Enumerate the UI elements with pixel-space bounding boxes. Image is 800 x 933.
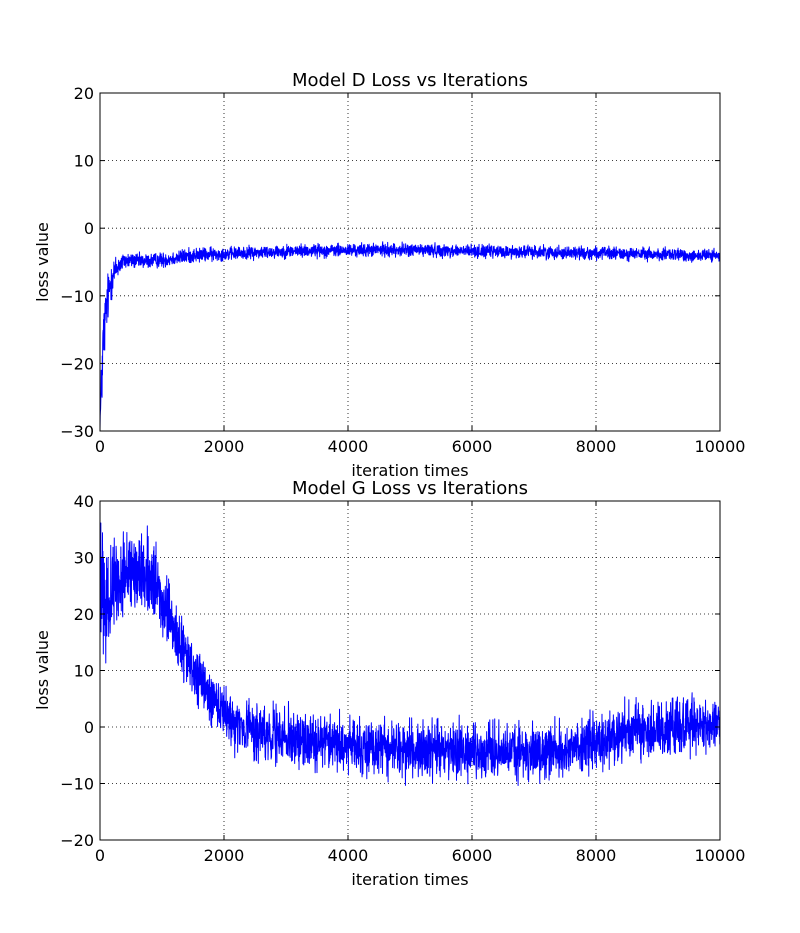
y-tick-label: −20	[60, 831, 94, 850]
x-axis-label: iteration times	[351, 870, 468, 889]
x-tick-labels: 0 2000 4000 6000 8000 10000	[95, 437, 746, 456]
y-tick-label: −10	[60, 287, 94, 306]
y-axis-label: loss value	[33, 222, 52, 302]
x-tick-label: 6000	[452, 437, 493, 456]
ticks	[99, 500, 721, 841]
y-tick-label: 30	[74, 549, 94, 568]
series-group	[99, 241, 721, 430]
x-tick-label: 2000	[204, 846, 245, 865]
y-tick-label: −20	[60, 354, 94, 373]
y-tick-labels: −30 −20 −10 0 10 20	[60, 84, 94, 441]
y-axis-label: loss value	[33, 630, 52, 710]
series-line	[99, 241, 721, 430]
x-tick-label: 4000	[328, 437, 369, 456]
chart-model-g: Model G Loss vs Iterations 0 2000 4000 6000…	[33, 478, 745, 889]
x-tick-label: 2000	[204, 437, 245, 456]
x-axis-label: iteration times	[351, 461, 468, 480]
chart-title: Model G Loss vs Iterations	[292, 478, 528, 499]
y-tick-label: −10	[60, 775, 94, 794]
x-tick-label: 10000	[695, 846, 746, 865]
series-group	[99, 522, 721, 786]
ticks	[99, 92, 721, 432]
y-tick-label: 40	[74, 492, 94, 511]
x-tick-label: 4000	[328, 846, 369, 865]
x-tick-label: 10000	[695, 437, 746, 456]
chart-model-d: Model D Loss vs Iterations 0 2000 4000 6000…	[33, 70, 745, 480]
y-tick-label: −30	[60, 422, 94, 441]
y-tick-label: 20	[74, 84, 94, 103]
y-tick-label: 0	[84, 718, 94, 737]
chart-title: Model D Loss vs Iterations	[292, 70, 528, 91]
x-tick-label: 6000	[452, 846, 493, 865]
gridlines	[100, 93, 720, 431]
x-tick-label: 8000	[576, 846, 617, 865]
x-tick-labels: 0 2000 4000 6000 8000 10000	[95, 846, 746, 865]
x-tick-label: 8000	[576, 437, 617, 456]
y-tick-label: 20	[74, 605, 94, 624]
x-tick-label: 0	[95, 846, 105, 865]
x-tick-label: 0	[95, 437, 105, 456]
y-tick-label: 10	[74, 662, 94, 681]
plot-area-frame	[99, 92, 721, 432]
y-tick-label: 10	[74, 152, 94, 171]
series-line	[99, 522, 721, 786]
y-tick-labels: −20 −10 0 10 20 30 40	[60, 492, 94, 850]
y-tick-label: 0	[84, 219, 94, 238]
